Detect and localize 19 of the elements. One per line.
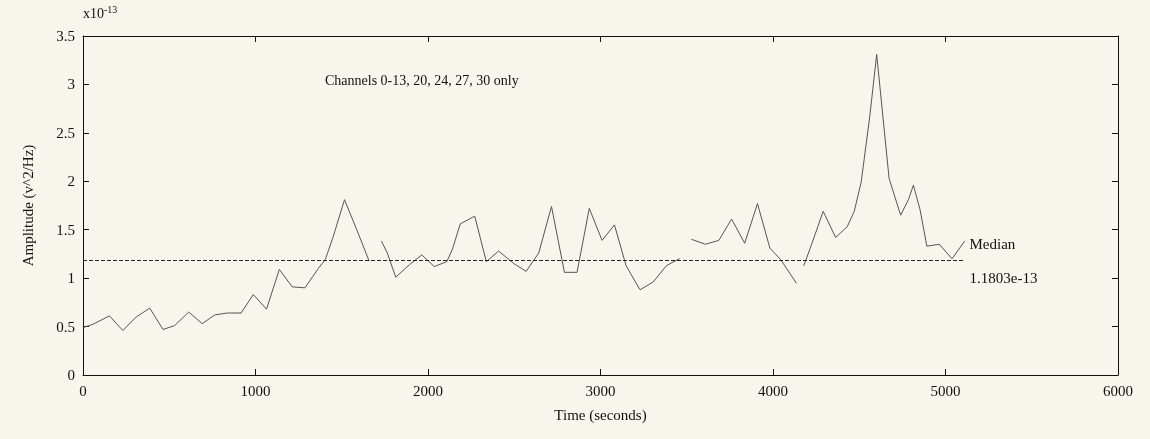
annotation: Channels 0-13, 20, 24, 27, 30 only (325, 72, 519, 88)
y-tick-label: 2 (67, 173, 75, 190)
x-tick-label: 3000 (585, 382, 616, 399)
x-tick-label: 4000 (758, 382, 788, 399)
y-tick-label: 1.5 (56, 221, 75, 238)
x-tick-label: 1000 (240, 382, 271, 399)
y-axis-title: Amplitude (v^2/Hz) (19, 144, 37, 267)
y-tick-label: 0 (67, 367, 75, 383)
y-tick-label: 2.5 (56, 124, 75, 141)
y-tick-label: 3 (67, 76, 75, 93)
x-tick-label: 5000 (930, 382, 961, 399)
y-tick-label: 0.5 (56, 318, 75, 335)
text: Median 1.1803e-13 (969, 235, 1038, 286)
x-tick-label: 6000 (1103, 382, 1133, 399)
x-tick-label: 0 (79, 382, 87, 399)
x-axis-title: Time (seconds) (554, 406, 647, 424)
x-tick-label: 2000 (413, 382, 443, 399)
y-tick-label: 1 (67, 270, 75, 287)
y-tick-label: 3.5 (56, 28, 75, 44)
